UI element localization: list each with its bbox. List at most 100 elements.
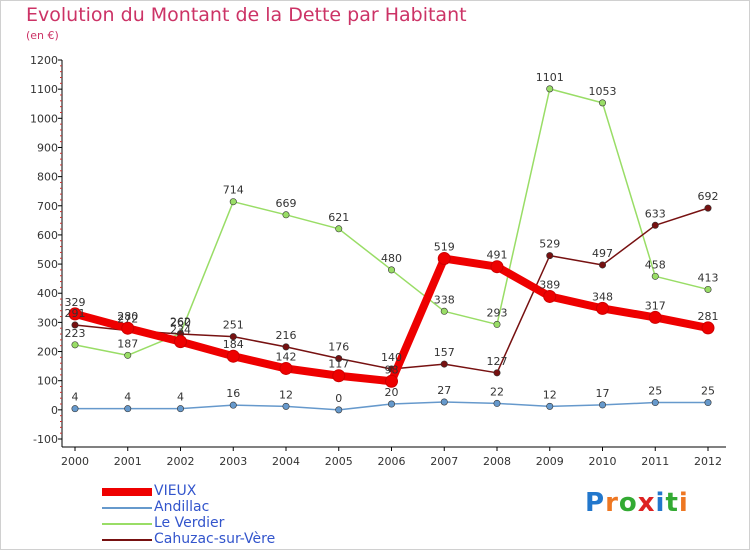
data-label: 480 (381, 252, 402, 265)
data-point (440, 307, 448, 315)
data-label: 413 (698, 271, 719, 284)
data-point (440, 398, 448, 406)
data-label: 0 (335, 392, 342, 405)
proxiti-logo: Proxiti (585, 488, 689, 518)
legend-swatch-cahuzac (102, 539, 152, 541)
data-label: 714 (223, 184, 244, 197)
logo-letter: P (585, 488, 606, 518)
data-point (543, 289, 557, 303)
data-point (546, 252, 554, 260)
data-label: 142 (276, 350, 297, 363)
data-label: 260 (170, 316, 191, 329)
data-point (335, 406, 343, 414)
data-label: 16 (226, 387, 240, 400)
data-point (71, 341, 79, 349)
y-tick-label: 200 (37, 346, 58, 359)
x-tick-label: 2005 (325, 455, 353, 468)
logo-letter: i (678, 488, 689, 518)
data-label: 262 (170, 315, 191, 328)
y-tick-label: -100 (33, 433, 58, 446)
data-point (279, 361, 293, 375)
data-label: 519 (434, 241, 455, 254)
data-label: 234 (170, 324, 191, 337)
data-point (493, 399, 501, 407)
y-tick-label: 800 (37, 171, 58, 184)
data-label: 4 (72, 391, 79, 404)
legend-label-le-verdier: Le Verdier (154, 515, 225, 531)
data-point (651, 399, 659, 407)
logo-letter: t (665, 488, 679, 518)
data-label: 692 (698, 190, 719, 203)
data-label: 176 (328, 341, 349, 354)
logo-letter: i (655, 488, 666, 518)
data-label: 12 (543, 388, 557, 401)
legend-swatch-andillac (102, 507, 152, 509)
legend-label-vieux: VIEUX (154, 483, 197, 499)
data-label: 157 (434, 346, 455, 359)
data-point (229, 333, 237, 341)
data-point (282, 343, 290, 351)
data-point (335, 225, 343, 233)
data-label: 621 (328, 211, 349, 224)
data-point (226, 349, 240, 363)
data-label: 4 (124, 391, 131, 404)
data-point (651, 221, 659, 229)
y-tick-label: 500 (37, 258, 58, 271)
data-point (546, 402, 554, 410)
data-label: 98 (385, 363, 399, 376)
data-label: 280 (117, 310, 138, 323)
data-point (177, 405, 185, 413)
data-label: 12 (279, 388, 293, 401)
x-tick-label: 2008 (483, 455, 511, 468)
data-label: 389 (539, 278, 560, 291)
data-point (68, 307, 82, 321)
data-point (437, 252, 451, 266)
data-label: 272 (117, 313, 138, 326)
data-point (651, 272, 659, 280)
data-label: 27 (437, 384, 451, 397)
y-tick-label: 1100 (30, 83, 58, 96)
data-label: 317 (645, 299, 666, 312)
x-tick-label: 2004 (272, 455, 300, 468)
legend-swatch-le-verdier (102, 523, 152, 525)
data-label: 216 (276, 329, 297, 342)
legend-label-cahuzac: Cahuzac-sur-Vère (154, 531, 276, 547)
data-label: 1101 (536, 71, 564, 84)
data-point (387, 400, 395, 408)
legend-swatch-vieux (102, 488, 152, 496)
data-label: 251 (223, 319, 244, 332)
data-point (229, 198, 237, 206)
y-tick-label: 0 (51, 404, 58, 417)
y-tick-label: 100 (37, 375, 58, 388)
data-label: 291 (65, 307, 86, 320)
x-tick-label: 2010 (589, 455, 617, 468)
data-label: 17 (596, 387, 610, 400)
data-point (596, 301, 609, 315)
y-tick-label: 1000 (30, 112, 58, 125)
data-label: 497 (592, 247, 613, 260)
data-point (174, 335, 187, 349)
data-point (546, 85, 554, 93)
data-point (229, 401, 237, 409)
data-label: 338 (434, 293, 455, 306)
data-point (440, 360, 448, 368)
x-tick-label: 2009 (536, 455, 564, 468)
data-point (704, 204, 712, 212)
x-tick-label: 2003 (219, 455, 247, 468)
data-label: 281 (698, 310, 719, 323)
chart-title: Evolution du Montant de la Dette par Hab… (26, 4, 467, 26)
logo-letter: x (637, 488, 656, 518)
data-label: 458 (645, 258, 666, 271)
data-label: 184 (223, 338, 244, 351)
x-tick-label: 2012 (694, 455, 722, 468)
data-point (704, 285, 712, 293)
data-point (598, 401, 606, 409)
data-point (490, 260, 504, 274)
data-point (385, 374, 398, 388)
data-label: 127 (487, 355, 508, 368)
x-tick-label: 2000 (61, 455, 89, 468)
data-point (704, 399, 712, 407)
data-label: 117 (328, 358, 349, 371)
